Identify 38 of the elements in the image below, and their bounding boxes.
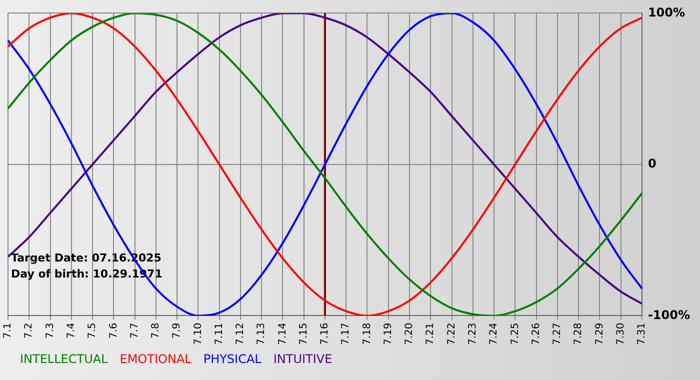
y-tick-label: -100% xyxy=(648,308,690,322)
y-tick-label: 0 xyxy=(648,156,656,171)
text: INTELLECTUAL xyxy=(20,352,108,366)
x-tick-label: 7.21 xyxy=(425,322,436,345)
text: EMOTIONAL xyxy=(120,352,192,366)
x-tick-label: 7.13 xyxy=(256,322,268,345)
x-tick-label: 7.14 xyxy=(277,322,288,345)
text: INTUITIVE xyxy=(273,352,332,366)
x-tick-label: 7.27 xyxy=(552,322,564,345)
x-tick-label: 7.26 xyxy=(530,322,542,345)
x-tick-label: 7.20 xyxy=(404,322,416,345)
x-tick-label: 7.15 xyxy=(298,322,310,345)
x-tick-label: 7.8 xyxy=(150,322,162,339)
x-tick-label: 7.30 xyxy=(615,322,626,345)
x-tick-label: 7.19 xyxy=(382,322,394,345)
x-tick-label: 7.12 xyxy=(235,322,246,345)
x-tick-label: 7.17 xyxy=(340,322,352,345)
x-tick-label: 7.28 xyxy=(573,322,584,345)
x-tick-label: 7.5 xyxy=(87,322,98,339)
x-tick-label: 7.16 xyxy=(320,322,331,345)
x-tick-label: 7.9 xyxy=(172,322,183,339)
x-tick-label: 7.6 xyxy=(108,322,120,339)
x-tick-label: 7.10 xyxy=(192,322,204,345)
x-tick-label: 7.11 xyxy=(214,322,225,345)
x-tick-label: 7.29 xyxy=(594,322,606,345)
x-tick-label: 7.2 xyxy=(24,322,35,339)
x-tick-label: 7.24 xyxy=(488,322,500,345)
x-tick-label: 7.3 xyxy=(44,322,56,339)
x-tick-label: 7.1 xyxy=(2,322,14,339)
x-tick-label: 7.18 xyxy=(362,322,373,345)
x-tick-label: 7.31 xyxy=(636,322,648,345)
y-tick-label: 100% xyxy=(648,5,686,20)
x-tick-label: 7.22 xyxy=(446,322,458,345)
text: PHYSICAL xyxy=(203,352,262,366)
x-tick-label: 7.23 xyxy=(467,322,478,345)
x-tick-label: 7.7 xyxy=(129,322,140,339)
x-tick-label: 7.4 xyxy=(66,322,77,339)
x-tick-label: 7.25 xyxy=(510,322,521,345)
